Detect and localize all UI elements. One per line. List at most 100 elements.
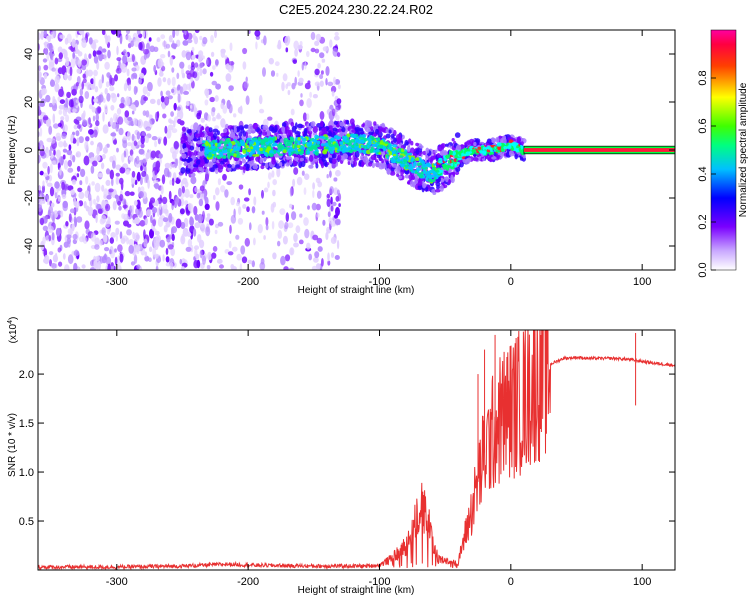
spectrogram-cell [271, 143, 276, 147]
spectrogram-cell [204, 88, 210, 97]
spectrogram-cell [431, 189, 436, 193]
spectrogram-cell [113, 139, 117, 145]
spectrogram-cell [516, 145, 520, 149]
spectrogram-cell [234, 164, 241, 168]
spectrogram-cell [385, 161, 390, 165]
spectrogram-cell [115, 176, 120, 185]
spectrogram-cell [160, 185, 164, 195]
spectrogram-cell [335, 114, 340, 121]
spectrogram-cell [366, 149, 371, 155]
spectrogram-cell [212, 164, 218, 169]
spectrogram-cell [277, 149, 281, 153]
spectrogram-cell [129, 191, 135, 196]
spectrogram-cell [140, 135, 145, 145]
spectrogram-cell [202, 68, 207, 75]
spectrogram-cell [133, 232, 140, 242]
spectrogram-cell [277, 144, 282, 148]
spectrogram-cell [259, 157, 263, 164]
spectrogram-cell [147, 92, 151, 97]
spectrogram-cell [46, 35, 52, 40]
spectrogram-cell [445, 143, 449, 147]
spectrogram-cell [92, 50, 97, 57]
spectrogram-cell [302, 112, 307, 122]
spectrogram-cell [115, 164, 122, 170]
spectrogram-cell [87, 193, 92, 202]
spectrogram-cell [450, 163, 454, 167]
spectrogram-cell [96, 50, 102, 55]
spectrogram-cell [320, 70, 324, 75]
spectrogram-cell [425, 147, 430, 154]
spectrogram-cell [116, 45, 119, 56]
spectrogram-cell [42, 161, 48, 169]
spectrogram-cell [60, 210, 64, 218]
spectrogram-cell [104, 61, 110, 70]
spectrogram-cell [427, 163, 432, 168]
spectrogram-cell [39, 127, 43, 137]
spectrogram-cell [425, 186, 429, 192]
spectrogram-cell [199, 130, 203, 138]
spectrogram-cell [306, 113, 310, 121]
spectrogram-cell [312, 138, 317, 143]
spectrogram-cell [482, 146, 486, 151]
spectrogram-cell [90, 232, 97, 242]
spectrogram-cell [495, 136, 500, 143]
spectrogram-cell [251, 260, 255, 268]
spectrogram-cell [228, 61, 235, 66]
spectrogram-cell [215, 59, 219, 66]
spectrogram-cell [172, 30, 176, 38]
spectrogram-cell [160, 95, 165, 103]
spectrogram-cell [207, 161, 214, 168]
spectrogram-cell [144, 255, 150, 262]
spectrogram-cell [374, 162, 381, 168]
spectrogram-cell [330, 236, 337, 244]
spectrogram-cell [296, 176, 303, 186]
spectrogram-cell [228, 240, 232, 249]
spectrogram-cell [189, 203, 194, 214]
spectrogram-cell [76, 76, 81, 84]
spectrogram-cell [271, 170, 275, 178]
spectrogram-cell [450, 150, 453, 155]
spectrogram-tone-core [523, 148, 675, 152]
spectrogram-cell [142, 159, 147, 164]
spectrogram-cell [47, 225, 54, 233]
spectrogram-cell [389, 171, 396, 176]
spectrogram-cell [460, 149, 464, 154]
spectrogram-cell [156, 207, 160, 217]
spectrogram-cell [354, 126, 361, 133]
spectrogram-cell [315, 33, 321, 42]
spectrogram-cell [51, 67, 56, 72]
spectrogram-cell [363, 155, 368, 161]
spectrogram-cell [73, 118, 78, 124]
spectrogram-cell [220, 118, 226, 128]
spectrogram-cell [297, 123, 303, 129]
spectrogram-cell [289, 136, 293, 140]
spectrogram-cell [220, 185, 226, 193]
colorbar-gradient [710, 29, 737, 271]
spectrogram-cell [435, 169, 440, 173]
spectrogram-cell [83, 81, 88, 87]
spectrogram-cell [167, 77, 171, 86]
spectrogram-cell [252, 164, 259, 170]
spectrogram-cell [126, 68, 130, 77]
spectrogram-cell [264, 137, 269, 142]
spectrogram-cell [319, 111, 325, 120]
spectrogram-cell [310, 47, 316, 53]
spectrogram-cell [182, 40, 189, 46]
spectrogram-cell [262, 67, 266, 77]
spectrogram-cell [330, 85, 337, 93]
spectrogram-cell [252, 122, 258, 130]
spectrogram-cell [434, 149, 438, 154]
spectrogram-cell [118, 205, 122, 211]
spectrogram-cell [418, 174, 424, 178]
spectrogram-cell [200, 126, 205, 131]
spectrogram-cell [235, 234, 240, 240]
spectrogram-cell [263, 235, 266, 240]
spectrogram-cell [67, 167, 74, 173]
spectrogram-cell [439, 185, 444, 192]
spectrogram-cell [196, 112, 202, 120]
spectrogram-cell [215, 114, 222, 120]
spectrogram-cell [335, 206, 340, 217]
spectrogram-cell [248, 30, 251, 34]
spectrogram-cell [101, 74, 105, 84]
spectrogram-cell [175, 218, 182, 229]
